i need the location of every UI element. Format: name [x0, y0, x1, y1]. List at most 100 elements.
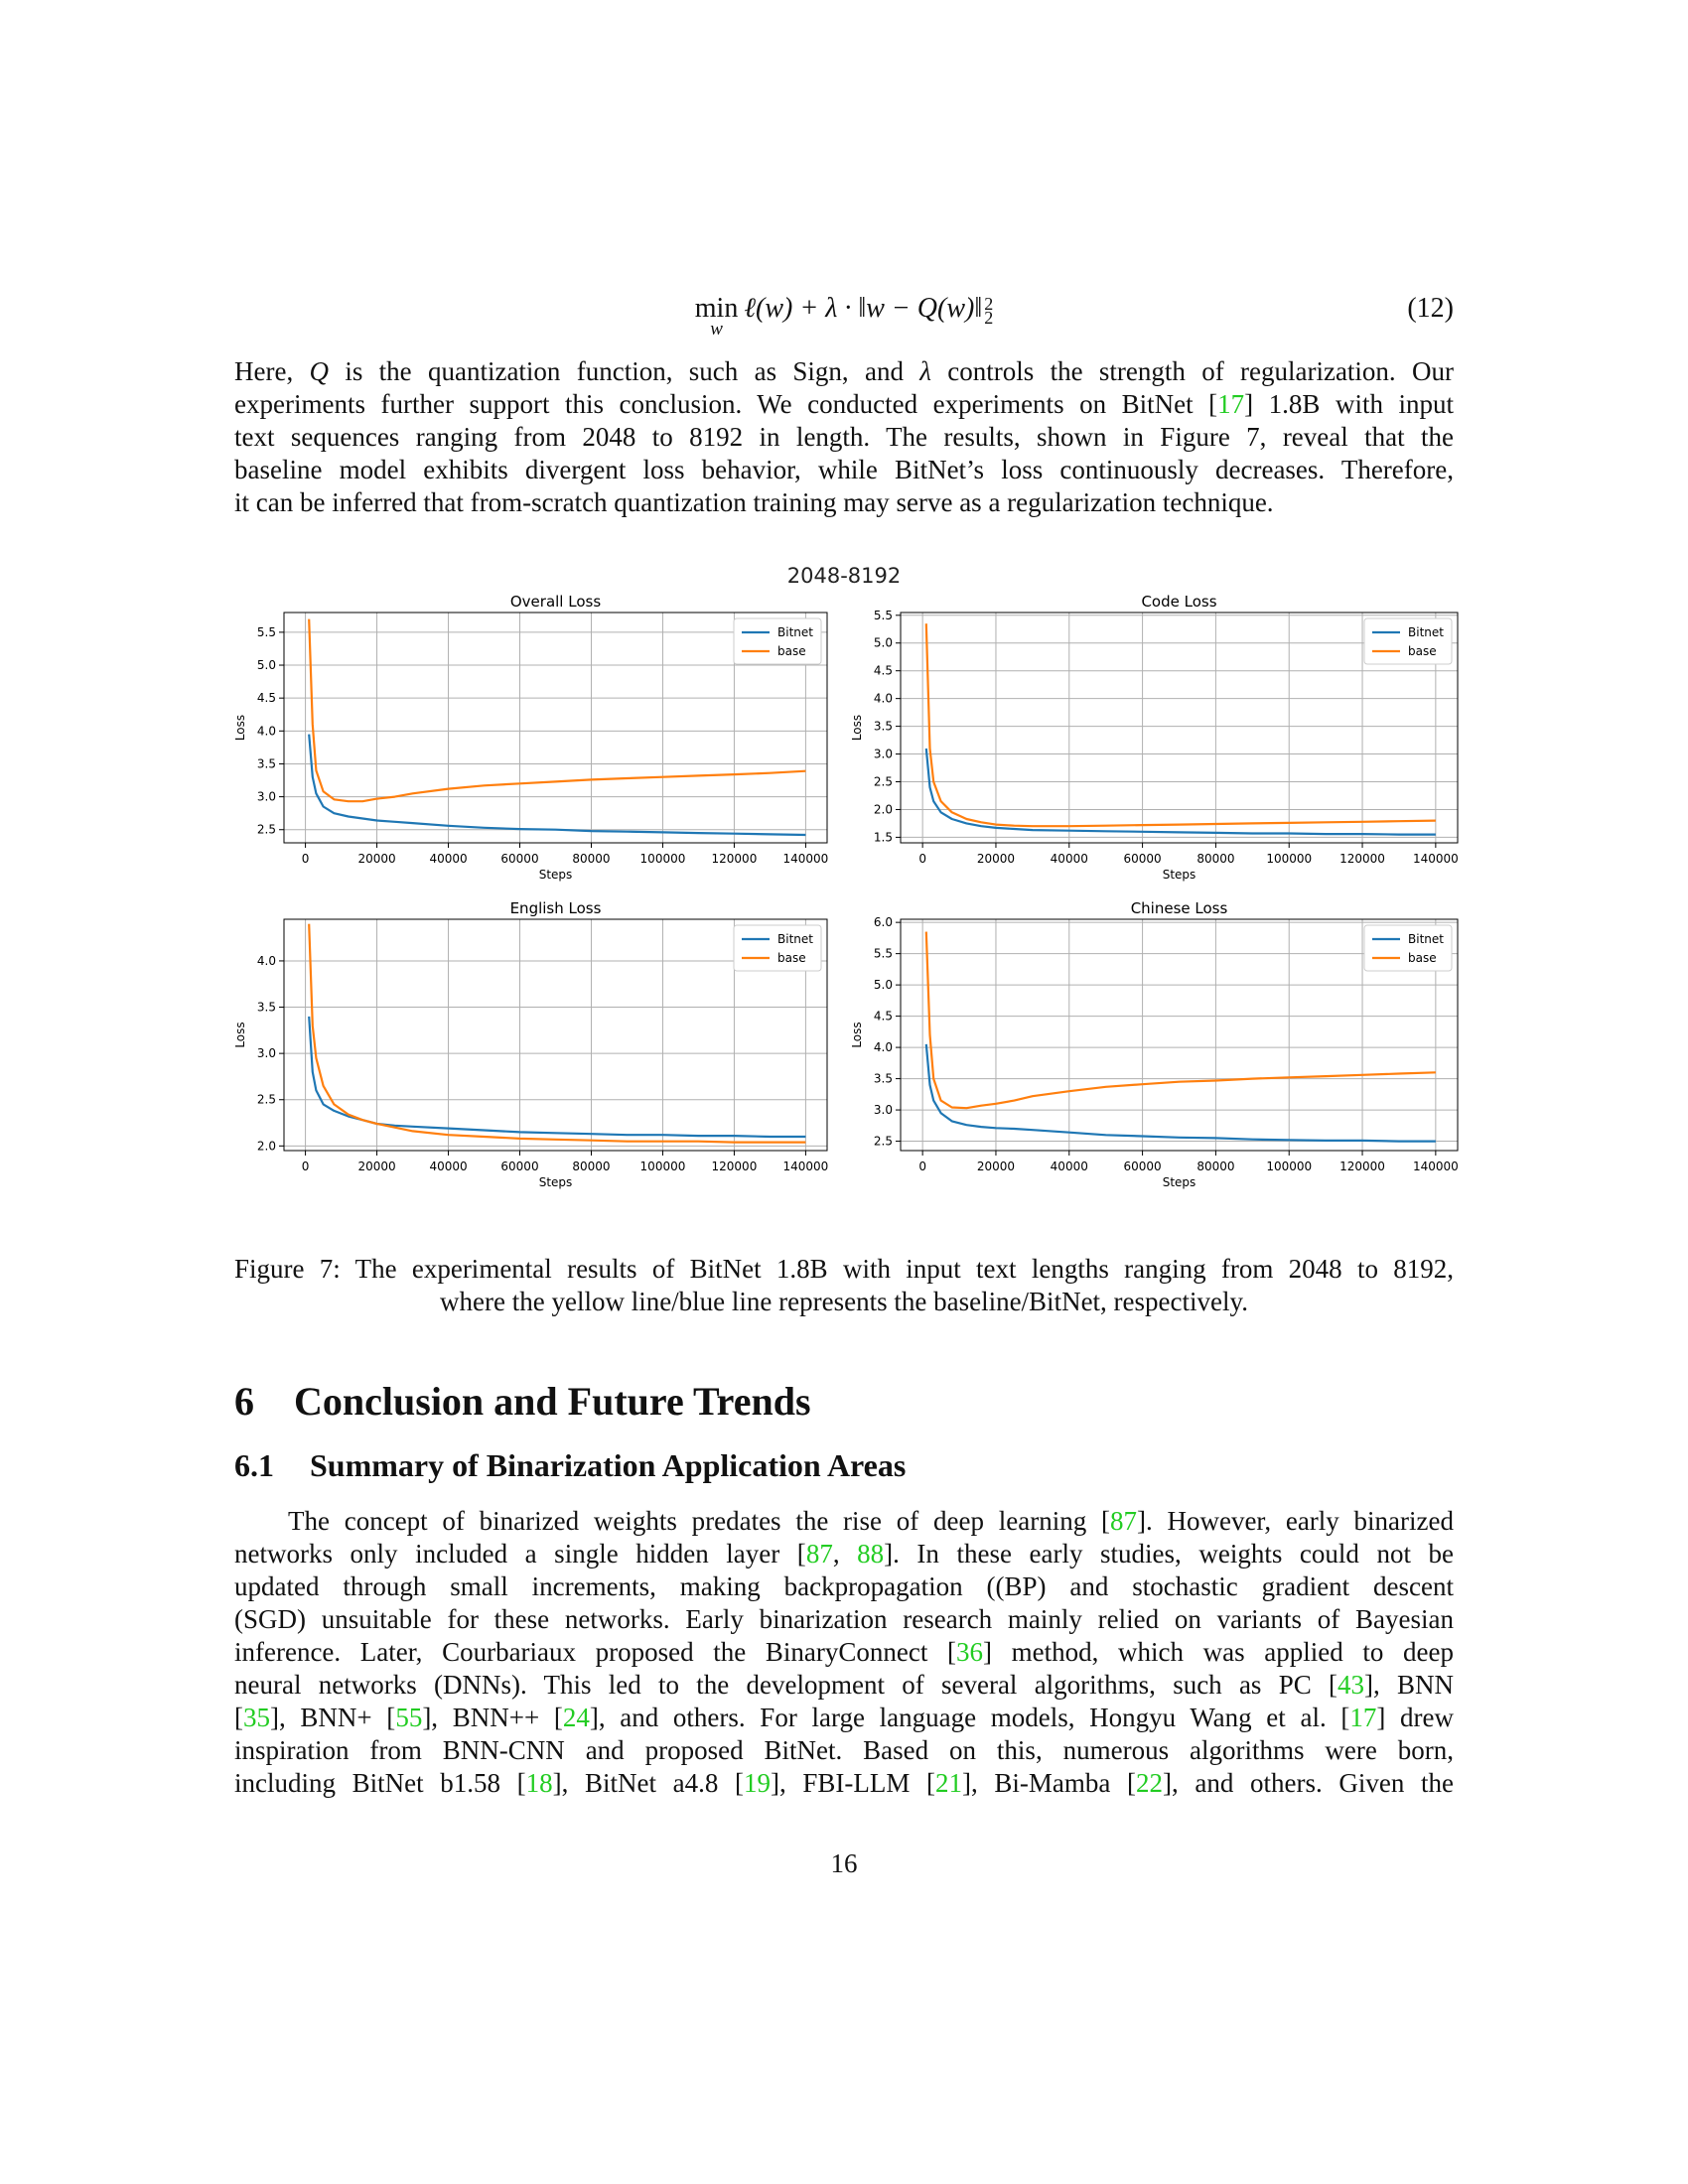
series-line-base [308, 618, 806, 803]
axis-label-y: Loss [233, 715, 247, 741]
paragraph-line: Here, Q is the quantization function, su… [234, 356, 1454, 386]
tick-label-y: 3.0 [257, 1046, 276, 1060]
equation-sup: 2 [984, 293, 994, 314]
tick-label-y: 4.5 [257, 691, 276, 705]
legend-box [733, 617, 822, 665]
axes-frame [283, 918, 828, 1152]
equation-min: min [694, 293, 739, 324]
legend-box [1363, 617, 1453, 665]
paragraph-line: [35], BNN+ [55], BNN++ [24], and others.… [234, 1703, 1454, 1732]
tick-label-x: 60000 [1123, 1160, 1161, 1173]
tick-label-x: 140000 [1413, 1160, 1459, 1173]
section-title: Conclusion and Future Trends [294, 1379, 811, 1424]
tick-label-y: 3.5 [257, 756, 276, 770]
paragraph-line: networks only included a single hidden l… [234, 1539, 1455, 1569]
tick-label-y: 4.0 [257, 954, 276, 968]
tick-label-x: 120000 [712, 852, 758, 866]
figure-suptitle: 2048-8192 [786, 564, 902, 588]
paragraph-line: (SGD) unsuitable for these networks. Ear… [234, 1604, 1454, 1634]
tick-label-x: 20000 [357, 852, 395, 866]
series-line-bitnet [308, 734, 806, 837]
tick-label-x: 0 [918, 1160, 926, 1173]
tick-label-y: 5.0 [874, 636, 893, 650]
tick-label-y: 6.0 [874, 915, 893, 929]
tick-label-y: 5.5 [257, 625, 276, 639]
paragraph-line: including BitNet b1.58 [18], BitNet a4.8… [234, 1768, 1454, 1798]
legend-box [733, 924, 822, 972]
chart-title: Code Loss [1141, 593, 1216, 611]
subsection-title: Summary of Binarization Application Area… [310, 1447, 907, 1483]
section-heading: 6 Conclusion and Future Trends [234, 1378, 811, 1425]
tick-label-x: 0 [918, 852, 926, 866]
tick-label-y: 2.0 [257, 1139, 276, 1153]
equation-12: min w ℓ(w) + λ · ‖w − Q(w)‖ 2 2 [0, 293, 1688, 341]
axis-label-y: Loss [233, 1022, 247, 1047]
equation-body: ℓ(w) + λ · ‖w − Q(w)‖ [744, 293, 983, 324]
equation-number: (12) [1407, 293, 1454, 324]
legend-label: Bitnet [1408, 932, 1444, 946]
tick-label-x: 100000 [1266, 852, 1312, 866]
paragraph-binarization-history: The concept of binarized weights predate… [234, 1505, 1454, 1800]
chart-title: English Loss [510, 899, 602, 917]
tick-label-y: 4.5 [874, 1010, 893, 1024]
tick-label-x: 0 [302, 1160, 310, 1173]
paragraph-line: inference. Later, Courbariaux proposed t… [234, 1637, 1454, 1667]
legend-label: Bitnet [1408, 625, 1444, 639]
tick-label-x: 40000 [1051, 1160, 1088, 1173]
paragraph-line: experiments further support this conclus… [234, 389, 1454, 419]
tick-label-x: 100000 [640, 852, 686, 866]
chart-panel: 0 20000 40000 60000 80000 100000 120000 140000 1… [850, 593, 1459, 882]
tick-label-x: 100000 [640, 1160, 686, 1173]
tick-label-y: 4.5 [874, 664, 893, 678]
subsection-number: 6.1 [234, 1447, 274, 1483]
tick-label-y: 3.5 [874, 720, 893, 734]
figure-caption-line2: where the yellow line/blue line represen… [440, 1287, 1248, 1316]
paragraph-line: updated through small increments, making… [234, 1571, 1454, 1601]
tick-label-y: 1.5 [874, 830, 893, 844]
legend-label: base [777, 644, 806, 658]
axis-label-x: Steps [1163, 1175, 1196, 1189]
tick-label-y: 2.5 [874, 1135, 893, 1149]
figure-caption-line1: Figure 7: The experimental results of Bi… [234, 1254, 1454, 1284]
tick-label-y: 5.5 [874, 609, 893, 622]
legend-label: Bitnet [777, 932, 813, 946]
tick-label-x: 140000 [1413, 852, 1459, 866]
tick-label-x: 80000 [572, 852, 610, 866]
legend-label: base [1408, 951, 1437, 965]
series-line-bitnet [924, 1043, 1436, 1143]
tick-label-y: 2.0 [874, 802, 893, 816]
legend-box [1363, 924, 1453, 972]
tick-label-y: 3.5 [874, 1072, 893, 1086]
paragraph-line: baseline model exhibits divergent loss b… [234, 455, 1454, 484]
tick-label-x: 120000 [712, 1160, 758, 1173]
series-line-bitnet [308, 1016, 806, 1139]
chart-title: Chinese Loss [1131, 899, 1228, 917]
paragraph-regularization: Here, Q is the quantization function, su… [234, 355, 1454, 519]
tick-label-x: 20000 [977, 852, 1015, 866]
axis-label-y: Loss [850, 715, 864, 741]
tick-label-x: 40000 [429, 1160, 467, 1173]
tick-label-x: 60000 [500, 852, 538, 866]
tick-label-x: 80000 [1196, 1160, 1234, 1173]
tick-label-x: 40000 [1051, 852, 1088, 866]
tick-label-y: 2.5 [874, 775, 893, 789]
paragraph-line: text sequences ranging from 2048 to 8192… [234, 422, 1454, 452]
tick-label-y: 3.0 [874, 1103, 893, 1117]
tick-label-y: 4.0 [874, 1040, 893, 1054]
tick-label-x: 140000 [783, 1160, 829, 1173]
series-line-base [924, 623, 1436, 828]
tick-label-y: 2.5 [257, 1093, 276, 1107]
chart-legend: Bitnet base [733, 617, 822, 665]
tick-label-y: 3.0 [874, 748, 893, 761]
equation-min-sub: w [710, 319, 723, 340]
tick-label-y: 5.0 [874, 978, 893, 992]
tick-label-x: 60000 [1123, 852, 1161, 866]
tick-label-x: 20000 [357, 1160, 395, 1173]
tick-label-y: 4.0 [257, 724, 276, 738]
chart-panel: 0 20000 40000 60000 80000 100000 120000 140000 2… [233, 899, 828, 1189]
figure-caption: Figure 7: The experimental results of Bi… [234, 1253, 1454, 1318]
equation-sub: 2 [984, 307, 994, 328]
paragraph-line: The concept of binarized weights predate… [288, 1506, 1454, 1536]
paragraph-line: neural networks (DNNs). This led to the … [234, 1670, 1454, 1700]
